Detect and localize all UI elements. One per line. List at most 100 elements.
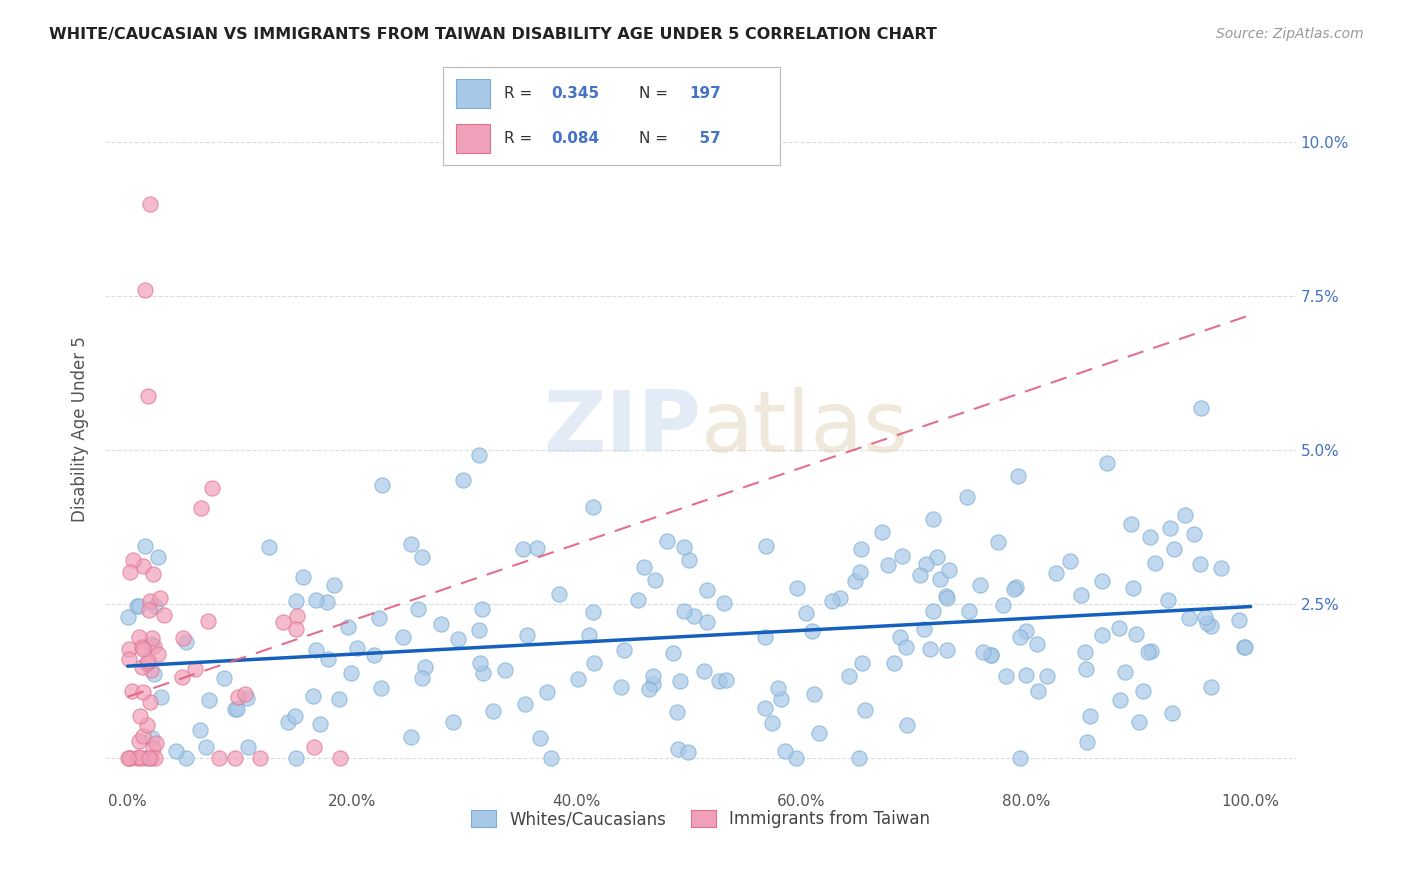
Y-axis label: Disability Age Under 5: Disability Age Under 5: [72, 336, 89, 522]
Point: [1078, 709, 1101, 723]
Point: [529, 731, 551, 745]
Point: [201, 481, 224, 495]
Point: [139, 695, 162, 709]
Text: Source: ZipAtlas.com: Source: ZipAtlas.com: [1216, 27, 1364, 41]
Point: [980, 648, 1002, 663]
Point: [142, 567, 165, 582]
Point: [1199, 619, 1222, 633]
Point: [236, 691, 259, 706]
Point: [146, 647, 169, 661]
Point: [1002, 582, 1025, 597]
Text: R =: R =: [503, 131, 537, 146]
Point: [136, 654, 159, 668]
Point: [470, 657, 492, 671]
Point: [346, 640, 368, 655]
Point: [578, 628, 600, 642]
Point: [908, 568, 931, 582]
Point: [117, 751, 139, 765]
Point: [118, 641, 141, 656]
Point: [676, 745, 699, 759]
Point: [131, 660, 153, 674]
Point: [1197, 616, 1219, 631]
Point: [1209, 561, 1232, 575]
Point: [176, 635, 198, 649]
Point: [336, 620, 359, 634]
Point: [188, 723, 211, 737]
Point: [512, 542, 534, 557]
Point: [118, 751, 141, 765]
Text: 197: 197: [689, 86, 721, 101]
Point: [285, 608, 308, 623]
Point: [138, 388, 160, 402]
Point: [129, 751, 152, 765]
Point: [1026, 684, 1049, 698]
Point: [447, 632, 470, 647]
Point: [754, 630, 776, 644]
Point: [915, 558, 938, 572]
Point: [785, 751, 807, 765]
Point: [226, 701, 249, 715]
Point: [1007, 468, 1029, 483]
Point: [224, 751, 246, 765]
Point: [1108, 693, 1130, 707]
Point: [853, 703, 876, 717]
Point: [135, 657, 157, 671]
Point: [150, 690, 173, 704]
Point: [987, 534, 1010, 549]
Point: [315, 595, 337, 609]
Point: [666, 742, 689, 756]
Point: [1122, 581, 1144, 595]
Point: [786, 581, 808, 595]
Point: [172, 670, 194, 684]
Point: [851, 656, 873, 670]
Point: [754, 701, 776, 715]
FancyBboxPatch shape: [457, 78, 491, 108]
Point: [132, 642, 155, 657]
Point: [118, 751, 141, 765]
Point: [1091, 574, 1114, 588]
Point: [1125, 627, 1147, 641]
FancyBboxPatch shape: [457, 124, 491, 153]
Point: [1163, 542, 1185, 557]
Point: [929, 572, 952, 586]
Point: [118, 565, 141, 579]
Point: [696, 615, 718, 630]
Point: [367, 610, 389, 624]
Point: [1137, 645, 1160, 659]
Point: [127, 599, 149, 613]
Point: [339, 666, 361, 681]
Point: [143, 751, 166, 765]
Point: [707, 674, 730, 689]
Point: [146, 550, 169, 565]
Point: [773, 744, 796, 758]
Point: [214, 671, 236, 685]
Point: [1074, 662, 1097, 676]
Point: [131, 640, 153, 655]
Point: [1008, 751, 1031, 765]
Point: [430, 616, 453, 631]
Point: [1139, 530, 1161, 544]
Point: [128, 631, 150, 645]
Point: [249, 751, 271, 765]
Point: [803, 688, 825, 702]
Point: [1045, 566, 1067, 580]
Point: [1144, 556, 1167, 570]
Point: [876, 558, 898, 572]
Point: [672, 604, 695, 618]
Point: [914, 622, 936, 636]
Point: [641, 677, 664, 691]
Point: [672, 540, 695, 554]
Point: [285, 622, 308, 636]
Point: [399, 730, 422, 744]
Point: [117, 610, 139, 624]
Point: [139, 751, 162, 765]
Point: [934, 589, 956, 603]
Point: [494, 663, 516, 677]
Point: [257, 540, 280, 554]
Point: [889, 630, 911, 644]
Point: [794, 606, 817, 620]
Point: [141, 632, 163, 646]
Point: [132, 684, 155, 698]
Point: [1074, 645, 1097, 659]
Point: [1184, 526, 1206, 541]
